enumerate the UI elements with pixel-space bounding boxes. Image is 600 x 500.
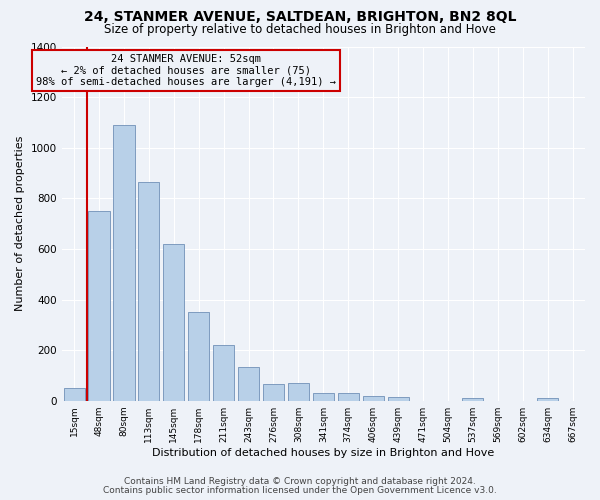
Bar <box>163 244 184 400</box>
Text: Contains public sector information licensed under the Open Government Licence v3: Contains public sector information licen… <box>103 486 497 495</box>
Text: 24, STANMER AVENUE, SALTDEAN, BRIGHTON, BN2 8QL: 24, STANMER AVENUE, SALTDEAN, BRIGHTON, … <box>84 10 516 24</box>
Y-axis label: Number of detached properties: Number of detached properties <box>15 136 25 312</box>
Bar <box>338 393 359 400</box>
Bar <box>88 211 110 400</box>
Bar <box>462 398 484 400</box>
Text: Contains HM Land Registry data © Crown copyright and database right 2024.: Contains HM Land Registry data © Crown c… <box>124 477 476 486</box>
X-axis label: Distribution of detached houses by size in Brighton and Hove: Distribution of detached houses by size … <box>152 448 494 458</box>
Bar <box>64 388 85 400</box>
Bar <box>362 396 384 400</box>
Bar <box>263 384 284 400</box>
Bar <box>213 345 234 401</box>
Bar <box>238 366 259 400</box>
Bar <box>313 393 334 400</box>
Bar <box>188 312 209 400</box>
Bar <box>537 398 558 400</box>
Bar <box>113 125 134 400</box>
Bar <box>288 383 309 400</box>
Bar <box>388 397 409 400</box>
Text: 24 STANMER AVENUE: 52sqm
← 2% of detached houses are smaller (75)
98% of semi-de: 24 STANMER AVENUE: 52sqm ← 2% of detache… <box>36 54 336 88</box>
Text: Size of property relative to detached houses in Brighton and Hove: Size of property relative to detached ho… <box>104 22 496 36</box>
Bar <box>138 182 160 400</box>
